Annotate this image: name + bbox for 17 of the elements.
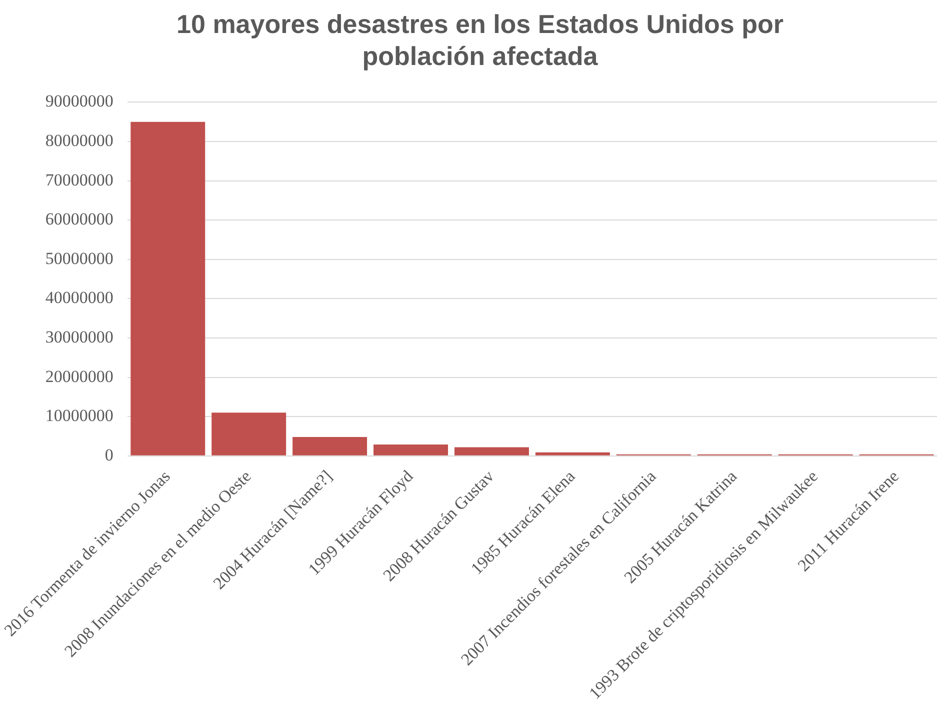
chart-title: 10 mayores desastres en los Estados Unidos por población afectada	[176, 8, 784, 72]
y-tick-label: 70000000	[45, 170, 114, 190]
y-tick-label: 50000000	[45, 248, 114, 268]
y-tick-label: 80000000	[45, 130, 114, 150]
bar	[374, 444, 448, 456]
y-tick-label: 30000000	[45, 327, 114, 346]
y-tick-label: 0	[104, 445, 114, 464]
bar	[454, 447, 529, 456]
y-tick-label: 20000000	[45, 366, 114, 386]
y-tick-label: 90000000	[45, 92, 114, 111]
y-tick-label: 10000000	[45, 406, 114, 426]
y-tick-label: 60000000	[45, 210, 114, 229]
y-tick-label: 40000000	[45, 288, 114, 308]
bar	[292, 437, 368, 456]
bar	[130, 122, 206, 456]
bar	[212, 412, 286, 456]
bar	[535, 452, 610, 456]
